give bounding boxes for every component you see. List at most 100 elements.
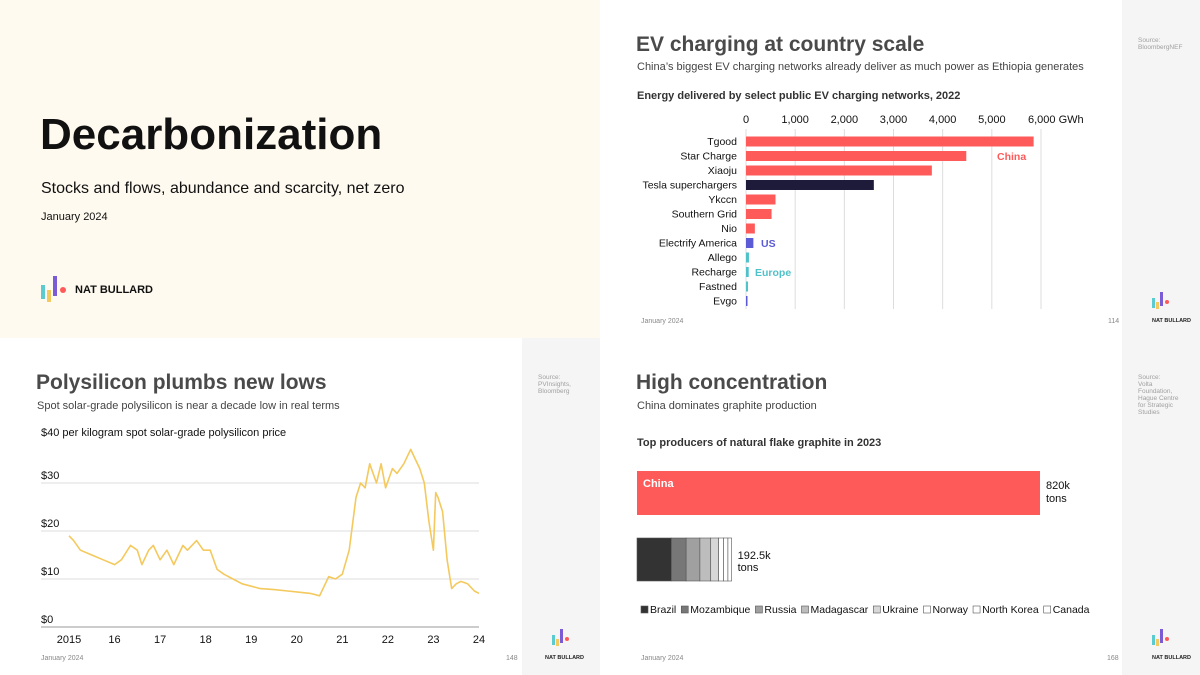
graphite-legend-label: Canada — [1053, 604, 1090, 616]
brand-name: NAT BULLARD — [75, 284, 154, 296]
graphite-date: January 2024 — [641, 655, 684, 662]
graphite-legend-label: Mozambique — [690, 604, 750, 616]
graphite-segment — [710, 537, 719, 582]
ev-sidebar — [1122, 0, 1200, 338]
ev-category-label: Allego — [708, 252, 737, 264]
ev-brand-logo-icon — [1152, 292, 1169, 309]
graphite-segment — [685, 537, 701, 582]
ev-bar — [746, 252, 749, 263]
ev-bar — [746, 194, 776, 205]
graphite-brand-name: NAT BULLARD — [1152, 655, 1192, 661]
poly-date: January 2024 — [41, 655, 84, 662]
poly-x-tick-label: 23 — [427, 634, 439, 646]
graphite-row-value: 192.5k — [738, 550, 772, 562]
ev-bar — [746, 238, 754, 248]
deck-subtitle: Stocks and flows, abundance and scarcity… — [41, 180, 405, 197]
ev-chart-title: Energy delivered by select public EV cha… — [637, 90, 961, 102]
ev-title: EV charging at country scale — [636, 33, 925, 56]
ev-brand-name: NAT BULLARD — [1152, 318, 1192, 324]
poly-x-tick-label: 16 — [108, 634, 120, 646]
deck-title: Decarbonization — [40, 110, 383, 159]
poly-price-line — [68, 448, 480, 597]
ev-bar — [746, 209, 772, 219]
poly-x-tick-label: 19 — [245, 634, 257, 646]
poly-x-tick-label: 2015 — [57, 634, 81, 646]
poly-x-tick-label: 17 — [154, 634, 166, 646]
title-slide: Decarbonization Stocks and flows, abunda… — [0, 0, 600, 338]
poly-x-tick-label: 20 — [291, 634, 303, 646]
graphite-source: Source: Volta Foundation, Hague Centre f… — [1138, 374, 1179, 416]
graphite-china-bar — [637, 471, 1040, 515]
ev-bar — [746, 165, 932, 176]
ev-group-annotation: China — [997, 151, 1026, 163]
graphite-legend-swatch — [923, 605, 931, 614]
ev-bar — [746, 151, 967, 161]
ev-x-tick-label: 3,000 — [880, 114, 908, 126]
ev-chart: 0 1,000 2,000 3,000 4,000 5,000 6,000 GWh Tgood… — [642, 114, 1084, 309]
graphite-segment — [718, 537, 724, 582]
ev-date: January 2024 — [641, 318, 684, 325]
graphite-segment — [636, 537, 672, 582]
graphite-legend-swatch — [755, 605, 763, 614]
ev-bar — [746, 180, 874, 190]
ev-category-label: Xiaoju — [708, 165, 737, 177]
ev-x-tick-label: 0 — [743, 114, 749, 126]
poly-subtitle: Spot solar-grade polysilicon is near a d… — [37, 400, 340, 412]
ev-x-tick-label: 2,000 — [831, 114, 859, 126]
poly-x-tick-label: 22 — [382, 634, 394, 646]
graphite-legend-label: Ukraine — [882, 604, 918, 616]
graphite-segment — [723, 537, 729, 582]
ev-category-label: Nio — [721, 223, 737, 235]
poly-sidebar — [522, 338, 600, 675]
ev-category-label: Fastned — [699, 281, 737, 293]
graphite-row-value-unit: tons — [738, 562, 759, 574]
graphite-china-bar-label: China — [643, 478, 674, 490]
graphite-legend-swatch — [872, 605, 881, 614]
graphite-legend-label: Norway — [932, 604, 968, 616]
graphite-sidebar — [1122, 338, 1200, 675]
ev-category-label: Recharge — [691, 267, 737, 279]
graphite-page-number: 168 — [1107, 655, 1119, 662]
graphite-legend-label: Madagascar — [811, 604, 869, 616]
ev-x-tick-label: 5,000 — [978, 114, 1006, 126]
graphite-china-value: 820k — [1046, 480, 1070, 492]
graphite-legend-label: Brazil — [650, 604, 676, 616]
poly-x-tick-label: 21 — [336, 634, 348, 646]
ev-category-label: Tgood — [707, 136, 737, 148]
graphite-legend-swatch — [1043, 605, 1051, 614]
ev-x-tick-label: 6,000 GWh — [1028, 114, 1084, 126]
ev-slide: EV charging at country scale China’s big… — [600, 0, 1200, 338]
ev-bar — [746, 296, 748, 306]
graphite-brand-logo-icon — [1152, 629, 1169, 646]
ev-bar — [746, 267, 749, 277]
poly-title: Polysilicon plumbs new lows — [36, 371, 327, 394]
ev-category-label: Evgo — [713, 296, 737, 308]
ev-category-label: Tesla superchargers — [642, 180, 737, 192]
graphite-subtitle: China dominates graphite production — [637, 400, 817, 412]
poly-y-tick-label: $0 — [41, 614, 53, 626]
ev-subtitle: China’s biggest EV charging networks alr… — [637, 61, 1084, 73]
poly-y-tick-label: $30 — [41, 470, 59, 482]
poly-slide: Polysilicon plumbs new lows Spot solar-g… — [0, 338, 600, 675]
poly-chart: $0 $10 $20 $30 2015 16 17 18 19 20 21 22 23 24 — [41, 448, 485, 646]
graphite-segment — [671, 537, 687, 582]
ev-category-label: Southern Grid — [672, 209, 738, 221]
graphite-title: High concentration — [636, 371, 828, 394]
poly-y-tick-label: $10 — [41, 566, 59, 578]
graphite-legend-swatch — [680, 605, 689, 614]
graphite-segment — [699, 537, 712, 582]
poly-y-tick-label: $20 — [41, 518, 59, 530]
ev-category-label: Ykccn — [708, 194, 737, 206]
ev-bar — [746, 136, 1034, 147]
poly-page-number: 148 — [506, 655, 518, 662]
graphite-legend-label: Russia — [764, 604, 796, 616]
graphite-slide: High concentration China dominates graph… — [600, 338, 1200, 675]
poly-x-tick-label: 18 — [200, 634, 212, 646]
poly-axis-label: $40 per kilogram spot solar-grade polysi… — [41, 427, 287, 439]
poly-brand-logo-icon — [552, 629, 569, 646]
graphite-legend-swatch — [801, 605, 809, 614]
graphite-legend-swatch — [640, 605, 649, 614]
ev-group-annotation: Europe — [755, 267, 791, 279]
ev-category-label: Electrify America — [659, 238, 737, 250]
